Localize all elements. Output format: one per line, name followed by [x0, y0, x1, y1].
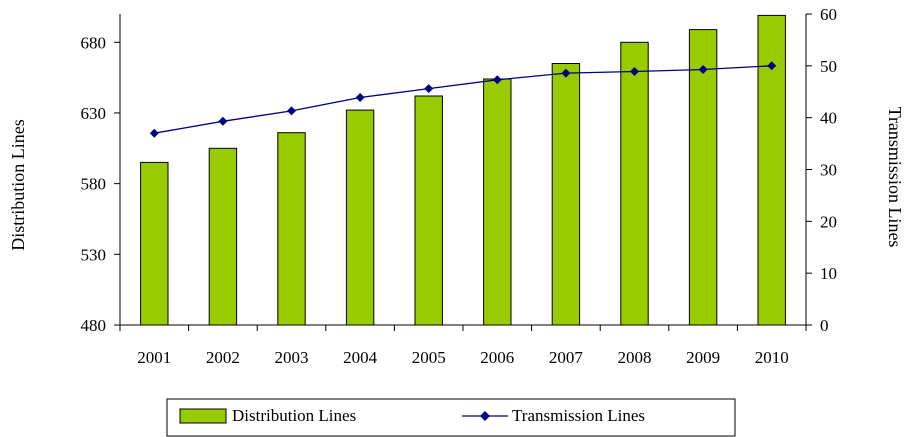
right-axis-title: Transmission Lines — [885, 107, 905, 248]
x-tick-label: 2005 — [412, 348, 446, 367]
right-y-tick-labels: 0 10 20 30 40 50 60 — [820, 5, 837, 335]
right-tick-label: 20 — [820, 212, 837, 231]
transmission-line-series — [149, 61, 777, 138]
right-tick-label: 60 — [820, 5, 837, 24]
right-tick-label: 0 — [820, 316, 829, 335]
transmission-point-2009 — [698, 65, 708, 74]
x-tick-label: 2007 — [549, 348, 584, 367]
distribution-bars — [140, 14, 786, 326]
bar-2007 — [551, 63, 581, 326]
transmission-line-path — [154, 65, 772, 134]
transmission-point-2001 — [149, 128, 159, 138]
x-tick-label: 2003 — [275, 348, 309, 367]
left-tick-label: 680 — [81, 33, 107, 52]
legend-marker-transmission — [480, 411, 490, 421]
transmission-point-2003 — [287, 106, 296, 116]
x-tick-label: 2001 — [137, 348, 171, 367]
transmission-point-2006 — [492, 75, 502, 85]
legend-swatch-distribution — [179, 408, 227, 424]
transmission-point-2007 — [561, 68, 571, 78]
left-axis-title: Distribution Lines — [8, 119, 28, 251]
bar-2006 — [483, 78, 512, 326]
legend-frame — [166, 398, 736, 437]
x-tick-label: 2009 — [686, 348, 720, 367]
legend-label-distribution: Distribution Lines — [232, 406, 356, 425]
bar-2008 — [620, 41, 649, 326]
legend-label-transmission: Transmission Lines — [512, 406, 645, 425]
bar-2002 — [208, 147, 238, 326]
transmission-point-2005 — [424, 84, 434, 94]
left-tick-label: 580 — [81, 175, 107, 194]
transmission-point-2002 — [218, 116, 228, 126]
right-tick-label: 10 — [820, 264, 837, 283]
transmission-point-2010 — [767, 61, 777, 71]
left-tick-label: 630 — [81, 104, 107, 123]
x-tick-label: 2002 — [206, 348, 240, 367]
bar-2001 — [140, 161, 169, 326]
axes — [114, 13, 812, 331]
transmission-point-2008 — [630, 67, 639, 76]
right-tick-label: 50 — [820, 57, 837, 76]
x-tick-labels: 2001 2002 2003 2004 2005 2006 2007 2008 2009 2010 — [137, 348, 788, 367]
x-tick-label: 2010 — [755, 348, 789, 367]
legend: Distribution Lines Transmission Lines — [166, 398, 736, 437]
x-tick-label: 2006 — [480, 348, 514, 367]
left-y-tick-labels: 480 530 580 630 680 — [81, 33, 107, 335]
bar-2009 — [688, 29, 718, 326]
x-tick-label: 2008 — [618, 348, 652, 367]
left-tick-label: 480 — [81, 316, 107, 335]
transmission-point-2004 — [355, 93, 365, 102]
x-tick-label: 2004 — [343, 348, 378, 367]
bar-2004 — [345, 109, 375, 326]
bar-2005 — [414, 95, 443, 326]
bar-2003 — [277, 132, 306, 326]
right-tick-label: 30 — [820, 161, 837, 180]
right-tick-label: 40 — [820, 109, 837, 128]
left-tick-label: 530 — [81, 245, 107, 264]
